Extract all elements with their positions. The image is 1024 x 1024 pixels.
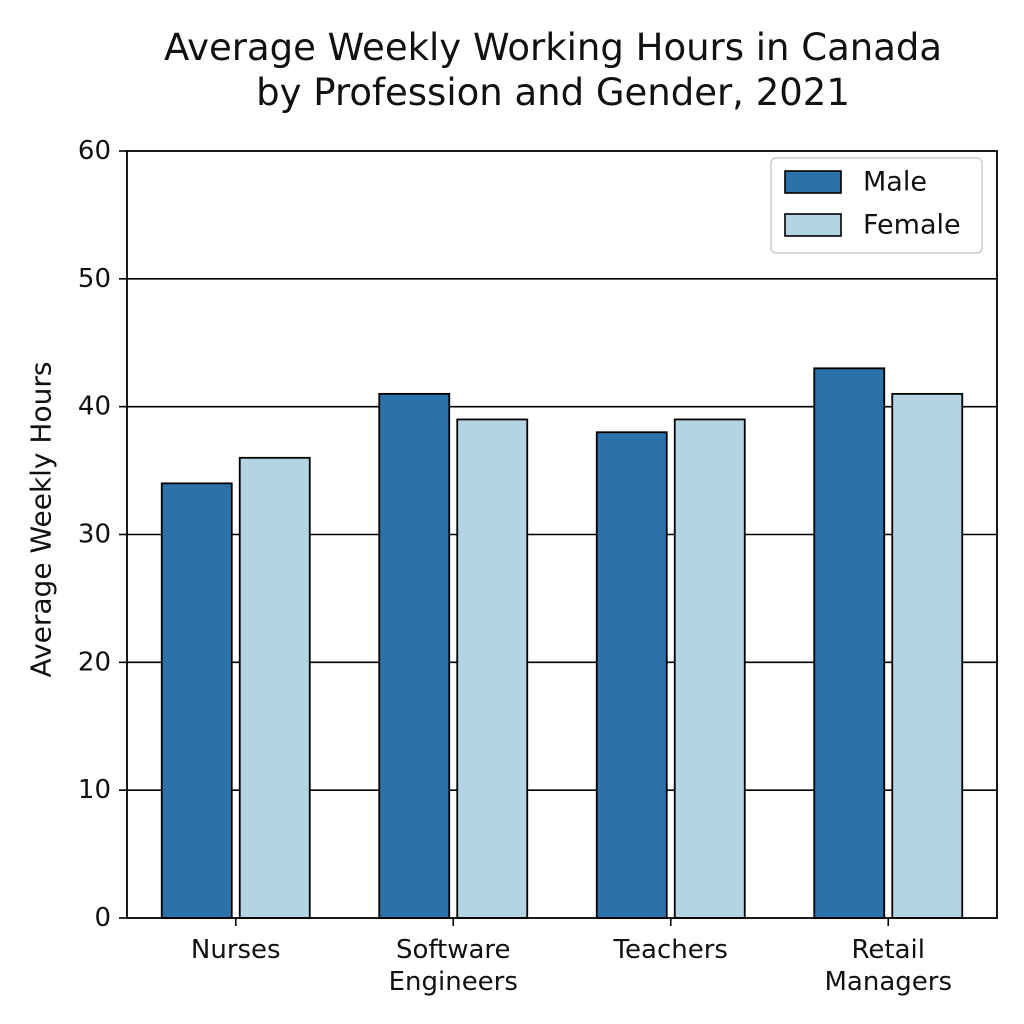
legend-swatch-female xyxy=(784,213,842,237)
y-axis-label: Average Weekly Hours xyxy=(25,362,58,678)
x-tick-label-line: Retail xyxy=(852,935,925,965)
legend-label-female: Female xyxy=(863,210,961,241)
title-layer: Average Weekly Working Hours in Canadaby… xyxy=(164,26,942,114)
x-tick-label-line: Nurses xyxy=(191,935,281,965)
y-tick-label: 20 xyxy=(78,647,111,677)
legend-swatch-male xyxy=(784,170,842,194)
bars-layer xyxy=(160,367,964,919)
x-tick-label: Teachers xyxy=(613,935,728,965)
y-tick-label: 10 xyxy=(78,775,111,805)
x-tick-label-line: Teachers xyxy=(613,935,728,965)
y-tick-label: 60 xyxy=(78,136,111,166)
chart-title-line: Average Weekly Working Hours in Canada xyxy=(164,26,942,69)
ticks-layer: 0 10 20 30 40 50 60 Nurses Software Engineers Teac… xyxy=(78,136,952,997)
y-tick-label: 0 xyxy=(94,903,111,933)
bar-female-3 xyxy=(891,392,964,919)
y-tick-label: 50 xyxy=(78,264,111,294)
bar-male-3 xyxy=(813,367,886,919)
x-tick-label-line: Engineers xyxy=(389,967,518,997)
bar-male-1 xyxy=(378,392,451,919)
legend-label-male: Male xyxy=(863,167,927,198)
x-tick-label-line: Software xyxy=(396,935,511,965)
bar-male-0 xyxy=(160,482,233,919)
x-tick-label: Retail Managers xyxy=(824,935,952,997)
x-tick-label: Software Engineers xyxy=(389,935,518,997)
bar-female-0 xyxy=(238,456,311,919)
bar-female-1 xyxy=(456,418,529,919)
bar-male-2 xyxy=(595,431,668,919)
y-tick-label: 40 xyxy=(78,392,111,422)
y-tick-label: 30 xyxy=(78,520,111,550)
legend-layer: Male Female xyxy=(770,157,983,254)
chart-title-line: by Profession and Gender, 2021 xyxy=(256,71,850,114)
bar-female-2 xyxy=(673,418,746,919)
x-tick-label: Nurses xyxy=(191,935,281,965)
x-tick-label-line: Managers xyxy=(824,967,952,997)
